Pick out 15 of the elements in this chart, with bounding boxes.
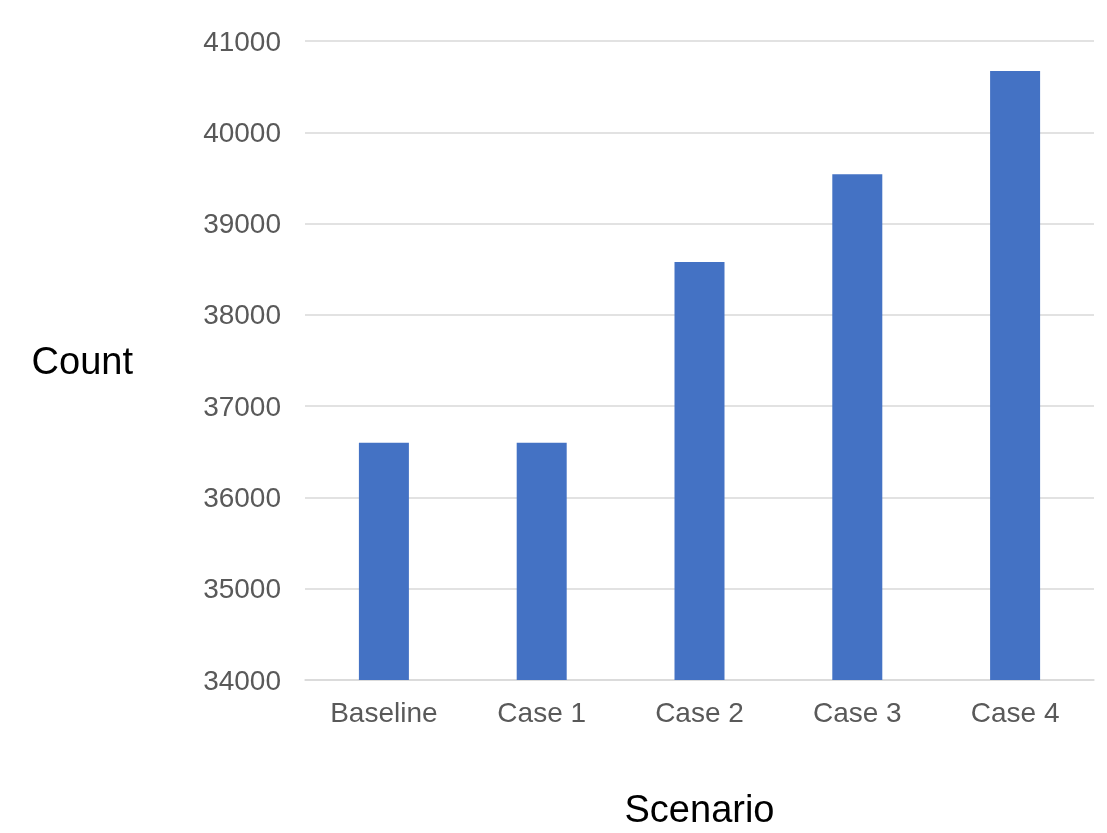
x-tick-label: Case 3 bbox=[812, 696, 902, 728]
x-tick-label: Baseline bbox=[330, 696, 438, 728]
y-tick-label: 34000 bbox=[203, 664, 281, 696]
y-tick-label: 39000 bbox=[203, 208, 281, 240]
x-tick-label: Case 4 bbox=[970, 696, 1060, 728]
y-tick-label: 35000 bbox=[203, 573, 281, 605]
y-tick-label: 36000 bbox=[203, 481, 281, 513]
x-tick-label: Case 2 bbox=[655, 696, 744, 728]
x-axis-title: Scenario bbox=[624, 788, 775, 830]
y-tick-label: 41000 bbox=[203, 25, 281, 57]
y-tick-label: 38000 bbox=[203, 299, 281, 331]
y-axis-title: Count bbox=[31, 339, 134, 382]
y-tick-label: 40000 bbox=[203, 116, 281, 148]
x-tick-label: Case 1 bbox=[497, 696, 587, 728]
y-tick-label: 37000 bbox=[203, 390, 281, 422]
